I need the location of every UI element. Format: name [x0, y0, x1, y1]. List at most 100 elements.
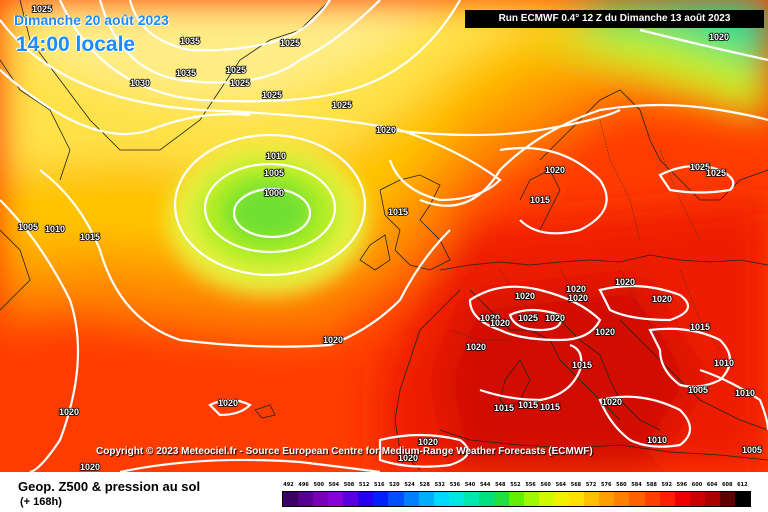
- legend-value: 608: [722, 482, 733, 488]
- isobar-label: 1025: [280, 38, 300, 48]
- isobar-label: 1020: [545, 165, 565, 175]
- legend-value: 580: [616, 482, 627, 488]
- isobar-label: 1020: [466, 342, 486, 352]
- isobar-label: 1020: [615, 277, 635, 287]
- isobar-label: 1015: [690, 322, 710, 332]
- legend-value: 516: [374, 482, 385, 488]
- map-footer: Geop. Z500 & pression au sol (+ 168h) 49…: [0, 472, 768, 512]
- legend-value: 532: [434, 482, 445, 488]
- isobar-label: 1025: [226, 65, 246, 75]
- legend-swatch: [584, 492, 600, 506]
- legend-swatch: [463, 492, 479, 506]
- legend-value: 564: [555, 482, 567, 488]
- legend-value: 512: [358, 482, 370, 488]
- legend-value: 560: [540, 482, 551, 488]
- legend-value: 536: [449, 482, 461, 488]
- legend-value: 568: [570, 482, 582, 488]
- legend-value: 508: [343, 482, 355, 488]
- isobar-label: 1020: [80, 462, 100, 472]
- isobar-label: 1020: [490, 318, 510, 328]
- isobar-label: 1015: [540, 402, 560, 412]
- isobar-label: 1020: [218, 398, 238, 408]
- legend-swatch: [508, 492, 524, 506]
- isobar-label: 1020: [59, 407, 79, 417]
- isobar-label: 1020: [398, 453, 418, 463]
- legend-swatch: [388, 492, 404, 506]
- isobar-label: 1005: [18, 222, 38, 232]
- isobar-label: 1020: [323, 335, 343, 345]
- weather-map: 1025 1035 1025 1035 1030 1025 1025 1025 1025 1020…: [0, 0, 768, 472]
- isobar-label: 1025: [262, 90, 282, 100]
- color-legend: 492 496 500 504 508 512 516 520 524 528 532 536 540 5…: [282, 482, 751, 507]
- legend-value: 492: [283, 482, 294, 488]
- isobar-label: 1015: [494, 403, 514, 413]
- isobar-label: 1010: [647, 435, 667, 445]
- isobar-label: 1015: [388, 207, 408, 217]
- legend-labels: 492 496 500 504 508 512 516 520 524 528 532 536 540 5…: [282, 482, 751, 491]
- isobar-label: 1010: [45, 224, 65, 234]
- legend-value: 572: [585, 482, 597, 488]
- isobar-label: 1020: [376, 125, 396, 135]
- isobar-label: 1010: [735, 388, 755, 398]
- legend-swatch: [734, 492, 750, 506]
- legend-swatch: [448, 492, 464, 506]
- legend-swatch: [689, 492, 705, 506]
- legend-value: 548: [495, 482, 506, 488]
- legend-swatch: [704, 492, 720, 506]
- legend-value: 552: [510, 482, 521, 488]
- isobar-label: 1015: [80, 232, 100, 242]
- legend-swatch: [433, 492, 449, 506]
- isobar-label: 1030: [130, 78, 150, 88]
- legend-value: 520: [389, 482, 400, 488]
- legend-value: 540: [464, 482, 476, 488]
- isobar-label: 1025: [332, 100, 352, 110]
- isobar-label: 1025: [690, 162, 710, 172]
- isobar-label: 1010: [714, 358, 734, 368]
- isobar-label: 1020: [709, 32, 729, 42]
- legend-swatch: [328, 492, 344, 506]
- legend-swatch: [493, 492, 509, 506]
- isobar-label: 1025: [706, 168, 726, 178]
- legend-swatch: [403, 492, 419, 506]
- isobar-label: 1015: [530, 195, 550, 205]
- legend-swatch: [478, 492, 494, 506]
- legend-bar: [282, 491, 751, 507]
- isobar-label: 1015: [572, 360, 592, 370]
- isobar-label: 1020: [545, 313, 565, 323]
- isobar-label: 1005: [742, 445, 762, 455]
- isobar-label: 1025: [32, 4, 52, 14]
- legend-value: 576: [600, 482, 612, 488]
- isobar-label: 1020: [515, 291, 535, 301]
- legend-value: 528: [419, 482, 430, 488]
- isobar-label: 1015: [518, 400, 538, 410]
- map-title: Geop. Z500 & pression au sol: [18, 479, 201, 494]
- legend-swatch: [524, 492, 540, 506]
- legend-swatch: [539, 492, 555, 506]
- forecast-date: Dimanche 20 août 2023: [14, 12, 169, 28]
- forecast-time: 14:00 locale: [16, 33, 136, 56]
- legend-swatch: [644, 492, 660, 506]
- isobar-label: 1010: [266, 151, 286, 161]
- isobar-label: 1020: [480, 313, 500, 323]
- legend-value: 588: [646, 482, 657, 488]
- isobar-label: 1005: [264, 168, 284, 178]
- legend-value: 524: [404, 482, 415, 488]
- legend-value: 500: [313, 482, 324, 488]
- legend-value: 556: [525, 482, 536, 488]
- forecast-lead-time: (+ 168h): [20, 496, 62, 508]
- isobar-label: 1020: [418, 437, 438, 447]
- isobar-label: 1020: [568, 293, 588, 303]
- legend-swatch: [343, 492, 359, 506]
- legend-swatch: [719, 492, 735, 506]
- legend-value: 600: [691, 482, 703, 488]
- legend-swatch: [569, 492, 585, 506]
- legend-swatch: [674, 492, 690, 506]
- legend-swatch: [358, 492, 374, 506]
- isobar-label: 1025: [230, 78, 250, 88]
- legend-value: 592: [661, 482, 672, 488]
- isobar-label: 1000: [264, 188, 284, 198]
- legend-value: 584: [631, 482, 642, 488]
- coastlines: [0, 0, 768, 471]
